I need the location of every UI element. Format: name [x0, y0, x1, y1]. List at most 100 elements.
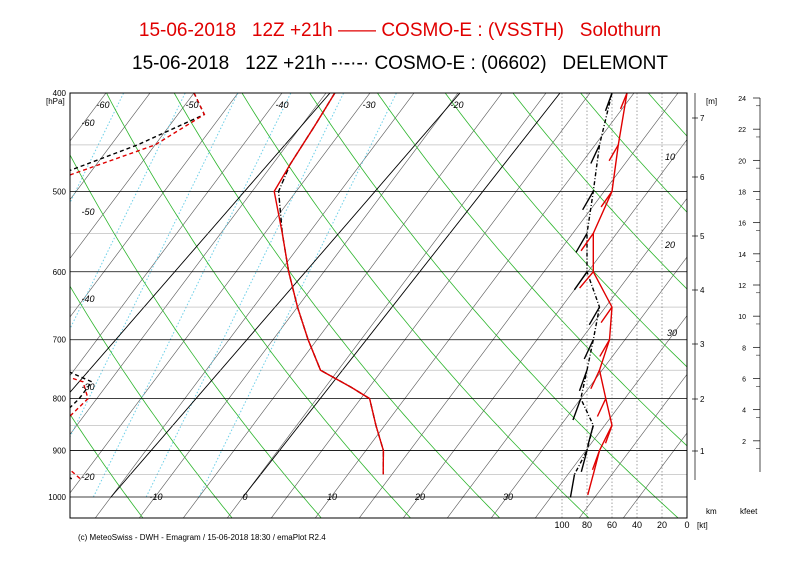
- dry-adiabat-label: -60: [81, 118, 94, 128]
- reference-line: [70, 93, 331, 393]
- title2-station: DELEMONT: [562, 53, 668, 74]
- height-kft-tick-label: 16: [738, 221, 746, 228]
- wind-speed-tick-label: 40: [632, 520, 642, 530]
- height-kft-tick-label: 24: [738, 96, 746, 103]
- wind-vector: [599, 339, 611, 357]
- title2-run: 12Z +21h: [245, 53, 326, 74]
- dry-adiabat-line: [696, 70, 800, 518]
- isotherm-line: [226, 93, 547, 518]
- isotherm-label: -20: [450, 100, 463, 110]
- wind-vector: [590, 369, 601, 390]
- wind-speed-tick-label: 20: [657, 520, 667, 530]
- title2-date: 15-06-2018: [132, 53, 230, 74]
- pressure-tick-label: 700: [53, 336, 67, 345]
- isotherm-line: [270, 93, 591, 518]
- isotherm-line: [622, 432, 687, 518]
- mixing-ratio-line: [145, 93, 345, 498]
- isotherm-line: [0, 47, 53, 539]
- dry-adiabat-line: [106, 93, 412, 518]
- height-m-axis-label: [m]: [706, 97, 717, 106]
- isotherm-line: [358, 93, 679, 518]
- wind-vector: [600, 190, 613, 208]
- dry-adiabat-line: [70, 413, 144, 518]
- isotherm-label: -10: [149, 492, 162, 502]
- height-kft-axis-label: kfeet: [740, 507, 758, 516]
- height-kft-tick-label: 2: [742, 439, 746, 446]
- height-kft-tick-label: 14: [738, 252, 746, 259]
- mixing-ratio-line: [70, 93, 186, 330]
- dry-adiabat-line: [376, 93, 687, 447]
- pressure-tick-label: 600: [53, 268, 67, 277]
- height-kft-tick-label: 18: [738, 190, 746, 197]
- dry-adiabat-line: [70, 154, 322, 518]
- wind-vector: [587, 474, 594, 496]
- title2-legend-line: -·-·-·: [331, 53, 370, 74]
- pressure-tick-label: 400: [53, 89, 67, 98]
- wind-vector: [582, 191, 594, 211]
- mixing-ratio-line: [198, 93, 397, 498]
- wind-vector: [608, 144, 619, 162]
- chart-title-delemont: 15-06-2018 12Z +21h -·-·-· COSMO-E : (06…: [0, 53, 800, 75]
- solothurn-dewpoint-line: [70, 93, 206, 480]
- wind-vector: [575, 233, 588, 253]
- wind-vector: [604, 425, 613, 444]
- height-kft-tick-label: 10: [738, 314, 746, 321]
- isotherm-label: 10: [327, 492, 337, 502]
- isotherm-label: 20: [414, 492, 425, 502]
- chart-title-solothurn: 15-06-2018 12Z +21h —— COSMO-E : (VSSTH)…: [0, 20, 800, 42]
- isotherm-line: [70, 93, 283, 377]
- isotherm-line: [0, 47, 9, 539]
- wind-vector: [596, 398, 607, 417]
- dry-adiabat-line: [512, 93, 687, 290]
- delemont-wind-profile: [573, 93, 613, 475]
- pressure-axis-label: [hPa]: [46, 97, 65, 106]
- isotherm-line: [402, 139, 687, 518]
- pressure-tick-label: 900: [53, 447, 67, 456]
- isotherm-line: [70, 93, 107, 142]
- title1-date: 15-06-2018: [138, 20, 237, 41]
- wind-axis-label: [kt]: [697, 521, 708, 530]
- dry-adiabat-label: -20: [81, 472, 94, 482]
- height-m-tick-label: 7: [700, 114, 705, 123]
- wind-vector: [604, 93, 613, 112]
- wind-inner-label: 10: [665, 152, 675, 162]
- wind-speed-tick-label: 0: [684, 520, 689, 530]
- wind-vector: [583, 339, 594, 360]
- dry-adiabat-line: [444, 93, 687, 368]
- wind-vector: [588, 306, 601, 326]
- mixing-ratio-line: [70, 93, 125, 204]
- dry-adiabat-label: -50: [81, 207, 94, 217]
- pressure-tick-label: 500: [53, 187, 67, 196]
- dry-adiabat-line: [647, 93, 687, 137]
- wind-vector: [573, 271, 588, 291]
- wind-vector: [619, 93, 628, 110]
- isotherm-label: -60: [96, 100, 109, 110]
- dry-adiabat-line: [762, 70, 800, 518]
- solothurn-wind-profile: [592, 93, 628, 475]
- wind-vector: [587, 425, 594, 447]
- mixing-ratio-line: [70, 93, 239, 438]
- delemont-temperature-line: [277, 93, 385, 475]
- wind-inner-label: 30: [667, 328, 677, 338]
- pressure-tick-label: 1000: [48, 493, 66, 502]
- title1-run: 12Z +21h: [251, 20, 333, 41]
- isotherm-line: [70, 93, 239, 318]
- height-kft-tick-label: 22: [738, 127, 746, 134]
- isotherm-label: -40: [275, 100, 288, 110]
- height-m-tick-label: 4: [700, 286, 705, 295]
- isotherm-line: [314, 93, 635, 518]
- isotherm-label: 30: [503, 492, 513, 502]
- dry-adiabat-label: -40: [81, 294, 94, 304]
- isotherm-line: [70, 93, 371, 494]
- isotherm-label: 0: [242, 492, 247, 502]
- reference-line: [110, 93, 461, 498]
- wind-vector: [580, 450, 588, 472]
- wind-speed-tick-label: 60: [607, 520, 617, 530]
- dry-adiabat-line: [173, 93, 501, 518]
- pressure-tick-label: 800: [53, 395, 67, 404]
- dry-adiabat-label: -30: [81, 382, 94, 392]
- title1-model: COSMO-E : (VSSTH): [381, 20, 564, 41]
- wind-inner-label: 20: [664, 240, 675, 250]
- wind-vector: [569, 474, 576, 498]
